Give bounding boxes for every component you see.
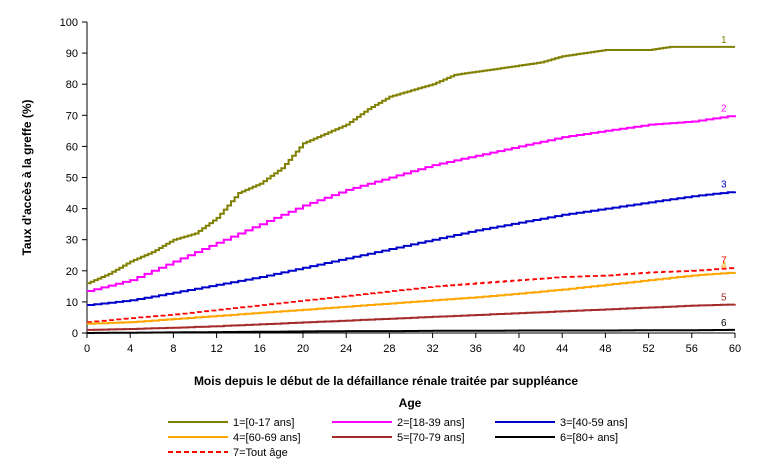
series-line-1	[86, 45, 735, 285]
x-tick-label: 12	[210, 343, 222, 355]
series-line-3	[86, 191, 736, 307]
x-tick-label: 36	[470, 343, 482, 355]
legend-label-4: 4=[60-69 ans]	[233, 432, 301, 444]
legend-label-6: 6=[80+ ans]	[560, 432, 618, 444]
series-line-7	[86, 267, 736, 324]
x-tick-label: 16	[254, 343, 266, 355]
series-end-label-1: 1	[721, 35, 727, 46]
series-layer	[86, 45, 736, 334]
y-tick-label: 50	[66, 173, 78, 185]
y-tick-label: 80	[66, 79, 78, 91]
y-tick-label: 70	[66, 110, 78, 122]
x-tick-label: 28	[383, 343, 395, 355]
series-end-label-7: 7	[721, 256, 727, 267]
x-tick-label: 4	[127, 343, 133, 355]
y-tick-label: 40	[66, 204, 78, 216]
legend-title: Age	[399, 396, 422, 410]
y-tick-label: 20	[66, 266, 78, 278]
series-end-label-4: 4	[721, 260, 727, 271]
y-tick-label: 0	[72, 328, 78, 340]
x-tick-label: 60	[729, 343, 741, 355]
series-line-5	[86, 303, 736, 331]
legend-label-5: 5=[70-79 ans]	[397, 432, 465, 444]
y-tick-label: 90	[66, 48, 78, 60]
x-tick-label: 0	[84, 343, 90, 355]
x-tick-label: 32	[426, 343, 438, 355]
series-line-4	[86, 271, 736, 325]
legend-label-7: 7=Tout âge	[233, 447, 288, 459]
y-axis-title: Taux d'accès à la greffe (%)	[20, 99, 34, 255]
series-line-6	[87, 328, 735, 334]
series-end-label-2: 2	[721, 103, 727, 114]
y-tick-label: 100	[60, 17, 78, 29]
x-tick-label: 24	[340, 343, 352, 355]
legend-label-2: 2=[18-39 ans]	[397, 417, 465, 429]
x-tick-label: 52	[642, 343, 654, 355]
series-end-label-3: 3	[721, 179, 727, 190]
x-tick-label: 44	[556, 343, 568, 355]
legend: Age 1=[0-17 ans] 2=[18-39 ans] 3=[40-59 an…	[168, 396, 628, 459]
series-end-label-6: 6	[721, 318, 727, 329]
x-tick-label: 56	[686, 343, 698, 355]
x-axis-title: Mois depuis le début de la défaillance r…	[194, 374, 578, 388]
x-tick-label: 40	[513, 343, 525, 355]
legend-label-3: 3=[40-59 ans]	[560, 417, 628, 429]
series-end-labels: 7 6 4 5 3 2 1	[721, 35, 727, 329]
x-tick-label: 48	[599, 343, 611, 355]
y-tick-label: 60	[66, 141, 78, 153]
series-end-label-5: 5	[721, 292, 727, 303]
x-tick-label: 20	[297, 343, 309, 355]
legend-label-1: 1=[0-17 ans]	[233, 417, 294, 429]
series-line-2	[86, 115, 736, 293]
y-tick-label: 10	[66, 297, 78, 309]
y-tick-label: 30	[66, 235, 78, 247]
x-tick-label: 8	[170, 343, 176, 355]
